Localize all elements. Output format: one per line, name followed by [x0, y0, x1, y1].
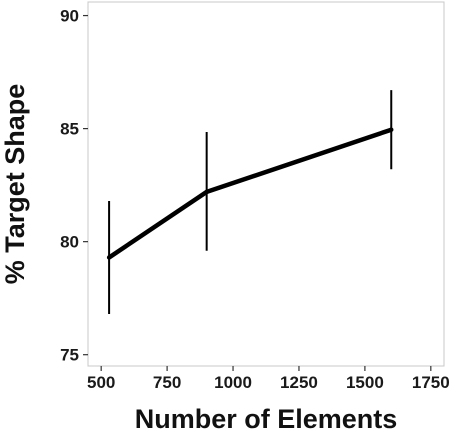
x-tick-label-1750: 1750 — [412, 373, 450, 392]
data-point-1600 — [389, 127, 394, 132]
x-tick-label-750: 750 — [153, 373, 181, 392]
y-tick-label-90: 90 — [60, 7, 79, 26]
plot-frame — [87, 1, 445, 367]
x-tick-label-1000: 1000 — [214, 373, 252, 392]
series-line-0 — [107, 127, 393, 260]
data-point-900 — [204, 189, 209, 195]
series-marks — [106, 90, 394, 314]
y-axis: 75 80 85 90 — [60, 7, 88, 365]
data-point-530 — [106, 255, 112, 260]
x-tick-label-500: 500 — [87, 373, 115, 392]
x-tick-label-1250: 1250 — [280, 373, 318, 392]
x-axis-title: Number of Elements — [135, 404, 398, 432]
x-tick-label-1500: 1500 — [346, 373, 384, 392]
y-tick-label-75: 75 — [60, 346, 79, 365]
y-axis-title: % Target Shape — [0, 84, 30, 285]
y-tick-label-85: 85 — [60, 120, 79, 139]
y-tick-label-80: 80 — [60, 233, 79, 252]
x-axis: 500 750 1000 1250 1500 1750 — [87, 366, 450, 392]
